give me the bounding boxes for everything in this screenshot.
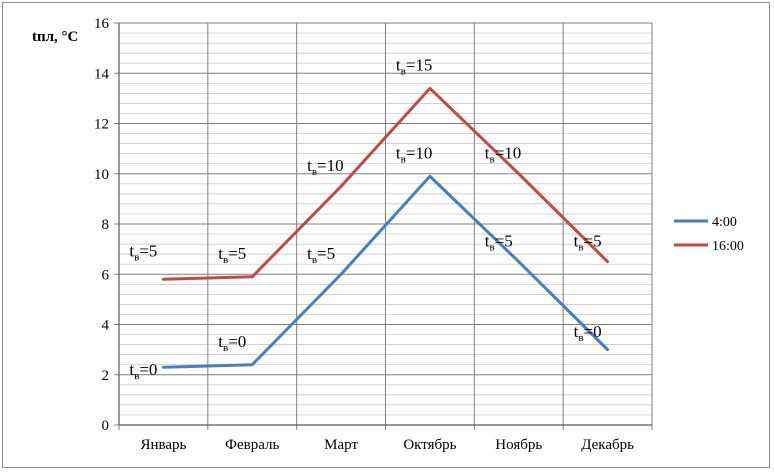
- y-axis: 0 2 4 6 8 10 12 14 16: [94, 16, 110, 434]
- y-tick-label: 2: [102, 368, 110, 384]
- x-tick-label: Октябрь: [403, 437, 456, 453]
- annotation-label: tв=0: [218, 332, 246, 354]
- annotation-label: tв=0: [574, 322, 602, 344]
- annotation-label: tв=5: [129, 242, 157, 264]
- y-tick-label: 8: [102, 217, 110, 233]
- y-tick-label: 12: [94, 117, 109, 133]
- annotation-label: tв=10: [485, 144, 522, 166]
- annotation-label: tв=0: [129, 360, 157, 382]
- y-tick-label: 4: [102, 318, 110, 334]
- series-line-0: [161, 174, 610, 369]
- y-axis-label: tпл, °С: [32, 29, 78, 45]
- annotation-label: tв=15: [396, 56, 433, 78]
- x-tick-label: Январь: [140, 437, 186, 453]
- y-tick-label: 0: [102, 418, 110, 434]
- legend: 4:00 16:00: [674, 215, 744, 254]
- series-lines: [161, 86, 610, 369]
- legend-label: 16:00: [712, 239, 744, 254]
- annotation-label: tв=5: [574, 232, 602, 254]
- annotation-label: tв=10: [396, 144, 433, 166]
- annotation-label: tв=5: [218, 244, 246, 266]
- x-tick-label: Февраль: [225, 437, 279, 453]
- x-axis: Январь Февраль Март Октябрь Ноябрь Декабрь: [140, 437, 634, 453]
- annotation-label: tв=5: [307, 244, 335, 266]
- annotation-label: tв=5: [485, 232, 513, 254]
- annotation-label: tв=10: [307, 156, 344, 178]
- y-tick-label: 16: [94, 16, 110, 32]
- x-tick-label: Март: [324, 437, 358, 453]
- legend-label: 4:00: [712, 215, 737, 230]
- annotations: tв=0 tв=5 tв=0 tв=5 tв=5 tв=10 tв=10 tв=15 tв=5 t…: [129, 56, 601, 382]
- x-tick-label: Ноябрь: [495, 437, 542, 453]
- x-tick-label: Декабрь: [581, 437, 634, 453]
- series-line-1: [161, 86, 610, 281]
- y-tick-label: 14: [94, 66, 110, 82]
- grid: [114, 22, 653, 430]
- y-tick-label: 6: [102, 267, 110, 283]
- y-tick-label: 10: [94, 167, 109, 183]
